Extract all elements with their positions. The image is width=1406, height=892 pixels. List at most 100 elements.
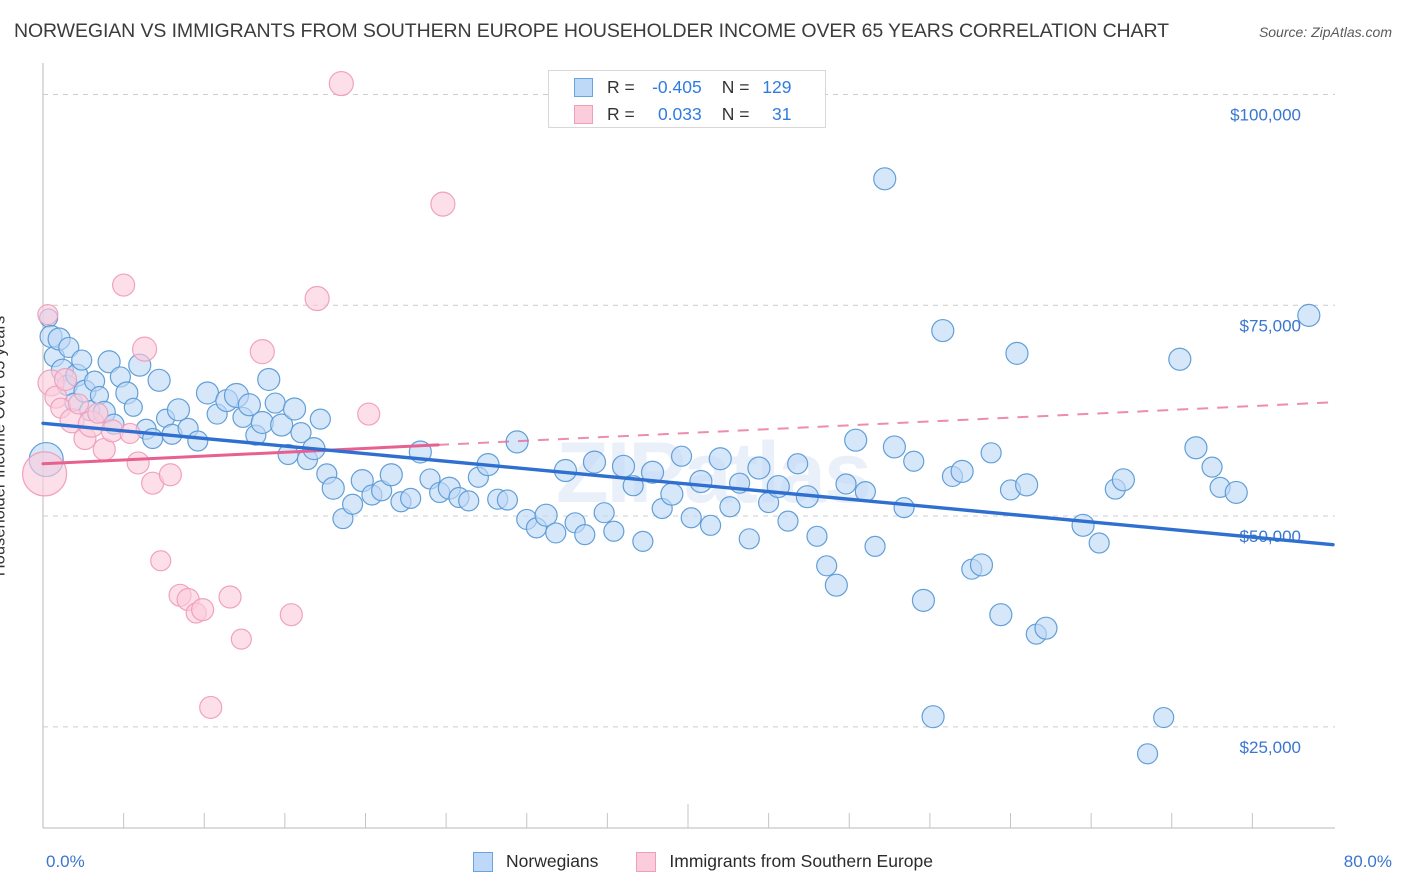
data-point (1297, 303, 1321, 327)
data-point (1201, 456, 1223, 478)
data-point (304, 285, 330, 312)
data-point (282, 397, 307, 421)
data-point (882, 435, 907, 459)
data-point (58, 336, 80, 359)
data-point (1184, 436, 1208, 460)
data-point (931, 318, 955, 343)
data-point (458, 490, 480, 512)
data-point (911, 588, 936, 612)
data-point (496, 489, 518, 511)
data-point (747, 456, 771, 480)
data-point (534, 503, 558, 527)
trend-line-norwegians (41, 421, 1335, 547)
legend-swatch-norwegians (473, 851, 493, 872)
data-point (864, 535, 886, 558)
data-point (921, 705, 945, 729)
data-point (582, 450, 607, 474)
data-point (191, 598, 215, 622)
data-point (603, 520, 625, 542)
data-point (71, 349, 93, 371)
stats-r-label-1: R = (607, 76, 635, 97)
data-point (1088, 532, 1110, 554)
data-point (97, 350, 121, 374)
data-point (824, 573, 848, 597)
data-point (950, 459, 974, 483)
data-point (835, 473, 857, 495)
data-point (250, 410, 274, 435)
data-point (640, 460, 665, 484)
data-point (112, 273, 136, 297)
legend-item-norwegians[interactable]: Norwegians (473, 851, 598, 872)
data-point (632, 530, 654, 552)
stats-n-label-1: N = (721, 76, 750, 97)
data-point (738, 528, 760, 550)
data-point (1168, 347, 1192, 371)
data-point (257, 367, 281, 392)
data-point (321, 476, 345, 500)
data-point (719, 496, 741, 518)
data-point (611, 454, 636, 478)
data-point (342, 493, 364, 515)
trend-line-immigrants-solid (41, 443, 440, 466)
data-point (1034, 616, 1058, 640)
data-point (787, 453, 809, 475)
data-point (187, 430, 209, 452)
y-tick-label: $25,000 (1240, 738, 1301, 757)
data-point (844, 428, 868, 452)
data-point (22, 451, 68, 497)
data-point (249, 339, 275, 365)
data-point (264, 392, 286, 414)
stats-swatch-norwegians (574, 77, 593, 97)
data-point (357, 402, 381, 426)
stats-row-norwegians: R = -0.405 N = 129 (549, 73, 825, 101)
data-point (816, 555, 838, 577)
data-point (131, 336, 158, 362)
data-point (777, 510, 799, 532)
x-axis-min-label: 0.0% (46, 852, 85, 871)
data-point (237, 393, 261, 417)
data-point (166, 398, 191, 422)
legend-item-immigrants[interactable]: Immigrants from Southern Europe (636, 851, 933, 872)
data-point (708, 447, 732, 471)
data-point (150, 550, 172, 572)
data-point (670, 445, 693, 467)
data-point (1153, 706, 1175, 729)
data-point (126, 451, 150, 475)
x-axis-max-label: 80.0% (1343, 852, 1392, 871)
trend-line-immigrants-dashed (438, 401, 1334, 446)
legend-label-immigrants: Immigrants from Southern Europe (669, 851, 933, 871)
data-point (989, 603, 1013, 627)
data-point (806, 525, 828, 547)
chart-legend: Norwegians Immigrants from Southern Euro… (0, 851, 1406, 872)
stats-r-label-2: R = (607, 103, 635, 124)
stats-n-value-2: 31 (772, 103, 792, 124)
data-point (123, 397, 143, 417)
stats-r-value-2: 0.033 (657, 103, 702, 124)
data-point (1224, 480, 1248, 505)
data-point (430, 191, 456, 217)
data-point (277, 443, 299, 466)
legend-label-norwegians: Norwegians (506, 851, 599, 871)
data-point (574, 524, 596, 546)
data-point (147, 368, 171, 392)
data-point (1111, 468, 1135, 492)
stats-r-value-1: -0.405 (652, 76, 702, 97)
correlation-stats-box: R = -0.405 N = 129 R = 0.033 N = 31 (548, 70, 826, 128)
data-point (545, 522, 567, 544)
y-tick-label: $75,000 (1240, 316, 1301, 335)
data-point (87, 402, 109, 424)
stats-swatch-immigrants (574, 104, 593, 124)
data-point (218, 585, 242, 609)
data-point (230, 628, 252, 650)
stats-n-value-1: 129 (762, 76, 792, 97)
data-point (903, 450, 925, 472)
stats-row-immigrants: R = 0.033 N = 31 (549, 100, 825, 128)
data-point (199, 695, 223, 720)
data-point (290, 421, 312, 444)
data-point (505, 430, 529, 454)
data-point (37, 303, 59, 326)
data-point (1005, 341, 1029, 365)
data-point (279, 603, 303, 627)
